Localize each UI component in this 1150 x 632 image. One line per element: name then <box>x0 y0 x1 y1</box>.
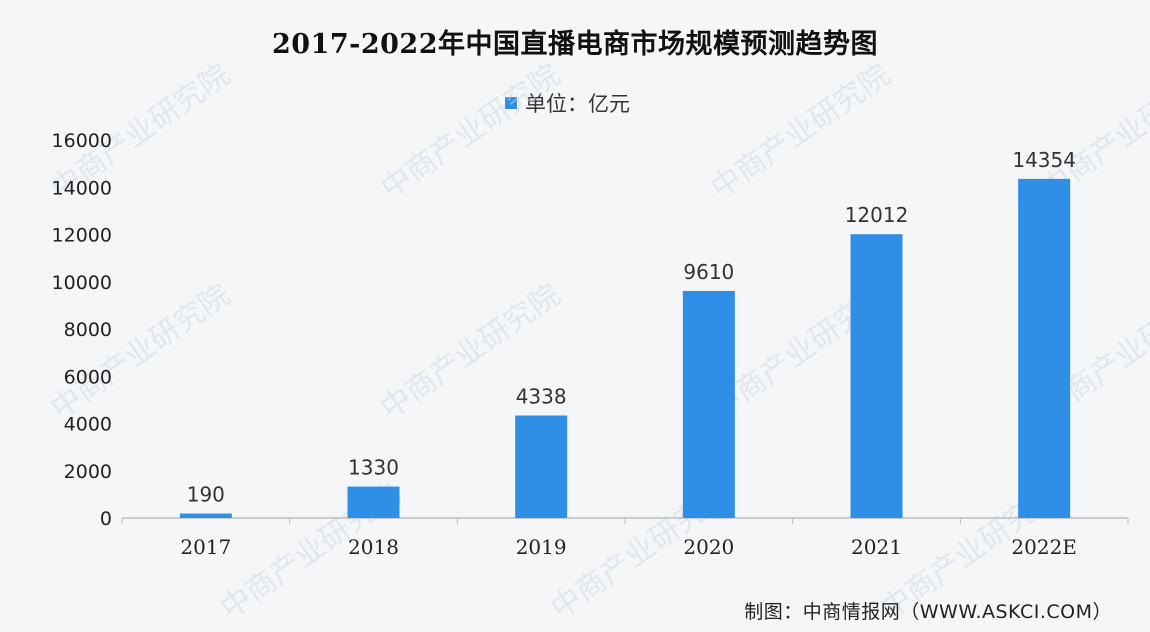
y-tick-label: 4000 <box>64 414 112 436</box>
y-tick-label: 10000 <box>52 272 112 294</box>
bar <box>179 513 232 518</box>
labels: 190 2017 1330 2018 4338 2019 9610 2020 12012 2021… <box>180 148 1077 559</box>
y-tick-label: 16000 <box>52 130 112 152</box>
y-tick-label: 12000 <box>52 225 112 247</box>
legend-swatch <box>505 97 517 109</box>
bar <box>850 234 903 519</box>
data-label: 1330 <box>348 456 399 480</box>
y-tick-label: 0 <box>100 508 112 530</box>
watermark-text: 中商产业研究院 <box>45 277 237 426</box>
x-tick-label: 2021 <box>851 535 902 559</box>
data-label: 4338 <box>516 385 567 409</box>
bars <box>179 178 1071 519</box>
bar <box>1018 178 1071 518</box>
data-label: 12012 <box>845 203 909 227</box>
y-tick-label: 14000 <box>52 177 112 199</box>
watermark-text: 中商产业研究院 <box>375 57 567 206</box>
data-label: 190 <box>187 483 225 507</box>
x-tick-label: 2022E <box>1011 535 1077 559</box>
source-note: 制图：中商情报网（WWW.ASKCI.COM） <box>744 601 1112 623</box>
x-tick-label: 2020 <box>683 535 734 559</box>
y-tick-label: 8000 <box>64 319 112 341</box>
bar <box>515 415 568 518</box>
y-tick-label: 2000 <box>64 461 112 483</box>
watermark-text: 中商产业研究院 <box>705 57 897 206</box>
x-tick-label: 2019 <box>516 535 567 559</box>
bar <box>347 486 400 518</box>
x-tick-label: 2017 <box>180 535 231 559</box>
chart-title: 2017-2022年中国直播电商市场规模预测趋势图 <box>272 29 878 60</box>
legend-label: 单位：亿元 <box>525 92 630 116</box>
data-label: 14354 <box>1012 148 1076 172</box>
bar <box>682 290 735 518</box>
x-tick-label: 2018 <box>348 535 399 559</box>
legend: 单位：亿元 <box>505 88 630 118</box>
data-label: 9610 <box>683 260 734 284</box>
y-tick-label: 6000 <box>64 366 112 388</box>
axes: 0 2000 4000 6000 8000 10000 12000 14000 16000 <box>52 130 1129 530</box>
